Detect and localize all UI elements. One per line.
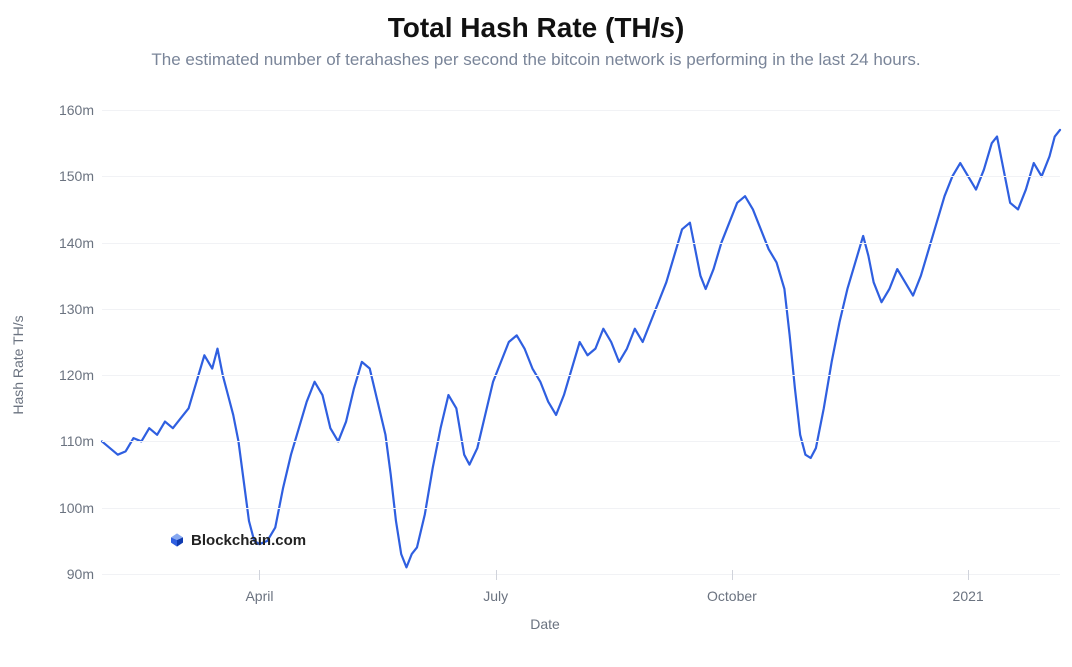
grid-line — [102, 574, 1060, 575]
plot-area-wrap: Hash Rate TH/s Blockchain.com 90m100m110… — [30, 100, 1060, 630]
y-tick-label: 150m — [59, 168, 94, 184]
y-tick-label: 100m — [59, 500, 94, 516]
grid-line — [102, 309, 1060, 310]
watermark-text: Blockchain.com — [191, 532, 306, 549]
grid-line — [102, 375, 1060, 376]
grid-line — [102, 508, 1060, 509]
blockchain-logo-icon — [169, 532, 185, 548]
y-tick-label: 130m — [59, 301, 94, 317]
plot-area: Blockchain.com 90m100m110m120m130m140m15… — [102, 110, 1060, 574]
y-tick-label: 110m — [60, 433, 94, 449]
x-tick-mark — [968, 570, 969, 580]
x-tick-label: July — [483, 588, 508, 604]
x-tick-mark — [259, 570, 260, 580]
line-chart-svg — [102, 110, 1060, 574]
y-axis-title: Hash Rate TH/s — [10, 315, 26, 414]
chart-subtitle: The estimated number of terahashes per s… — [0, 50, 1072, 70]
chart-title: Total Hash Rate (TH/s) — [0, 0, 1072, 44]
y-tick-label: 140m — [59, 235, 94, 251]
x-tick-label: 2021 — [953, 588, 984, 604]
x-tick-label: April — [245, 588, 273, 604]
grid-line — [102, 110, 1060, 111]
y-tick-label: 90m — [67, 566, 94, 582]
grid-line — [102, 176, 1060, 177]
x-tick-mark — [732, 570, 733, 580]
grid-line — [102, 243, 1060, 244]
watermark: Blockchain.com — [169, 532, 306, 549]
x-axis-title: Date — [530, 616, 560, 632]
x-tick-label: October — [707, 588, 757, 604]
x-tick-mark — [496, 570, 497, 580]
y-tick-label: 120m — [59, 367, 94, 383]
y-tick-label: 160m — [59, 102, 94, 118]
grid-line — [102, 441, 1060, 442]
hashrate-line — [102, 130, 1060, 567]
